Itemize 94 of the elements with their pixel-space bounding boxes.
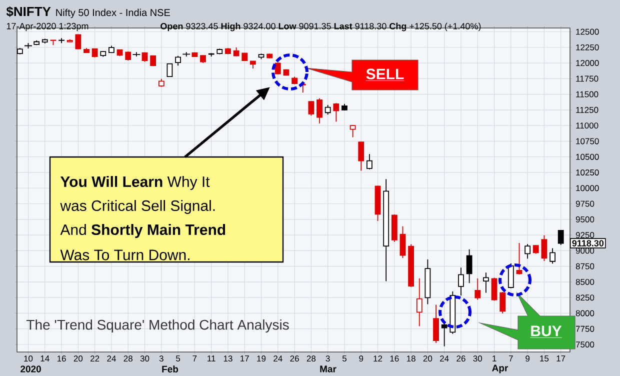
x-tick-label: 18 — [406, 356, 416, 362]
candlestick — [358, 141, 364, 172]
text: Apr — [492, 364, 508, 374]
x-tick-label: 12 — [374, 356, 382, 362]
candlestick — [466, 248, 472, 284]
x-tick-label: 20 — [74, 356, 83, 362]
text: Feb — [162, 366, 178, 372]
x-tick-label: 3 — [326, 356, 330, 362]
candlestick — [483, 272, 489, 294]
candlestick — [474, 278, 481, 300]
x-tick-label: 1 — [492, 356, 496, 362]
candlestick — [550, 248, 556, 264]
y-tick-label: 12250 — [576, 44, 599, 50]
x-tick-label: 11 — [208, 356, 216, 362]
candlestick — [308, 100, 314, 116]
text: 9118.30 — [572, 240, 604, 246]
candlestick — [491, 277, 498, 302]
x-tick-label: 5 — [342, 356, 346, 362]
candlestick — [516, 242, 522, 275]
candlestick — [433, 304, 439, 344]
y-tick-label: 8500 — [576, 278, 594, 285]
x-tick-label: 24 — [107, 356, 116, 362]
x-tick-label: 20 — [423, 356, 432, 362]
y-tick-label: 9500 — [576, 216, 594, 222]
annotation: Was To Turn Down. — [60, 250, 190, 260]
x-tick-label: 10 — [24, 356, 33, 362]
chart-title: $NIFTY — [6, 6, 51, 17]
candlestick — [524, 244, 531, 260]
candlestick — [416, 278, 422, 327]
y-tick-label: 9750 — [576, 200, 594, 207]
candlestick — [350, 124, 356, 138]
annotation: And Shortly Main Trend — [60, 224, 226, 238]
x-tick-label: 30 — [473, 356, 482, 362]
y-tick-label: 11500 — [576, 91, 598, 98]
x-tick-label: 24 — [440, 356, 449, 362]
x-tick-label: 22 — [90, 356, 100, 362]
text: Mar — [320, 366, 336, 372]
candlestick — [316, 98, 322, 124]
x-tick-label: 16 — [390, 356, 399, 362]
candlestick — [541, 234, 548, 262]
candlestick — [458, 267, 464, 296]
x-tick-label: 7 — [192, 356, 197, 362]
annotation: BUY — [531, 326, 562, 336]
y-tick-label: 7500 — [576, 341, 594, 348]
y-tick-label: 7750 — [576, 326, 594, 332]
y-tick-label: 9250 — [576, 232, 594, 238]
y-tick-label: 10500 — [576, 154, 599, 160]
candlestick — [558, 230, 564, 246]
candlestick — [441, 323, 448, 347]
x-tick-label: 9 — [526, 356, 530, 362]
x-tick-label: 24 — [274, 356, 282, 362]
x-tick-label: 30 — [140, 356, 150, 362]
text: Open 9323.45 High 9324.00 Low 9091.35 Last 9118.30 Chg +125.50 (+1.40%) — [160, 22, 481, 32]
x-tick-label: 19 — [257, 356, 266, 362]
annotation: SELL — [366, 68, 404, 80]
x-tick-label: 26 — [290, 356, 299, 362]
y-tick-label: 8250 — [576, 294, 594, 301]
x-tick-label: 14 — [40, 356, 50, 362]
x-tick-label: 13 — [224, 356, 232, 362]
annotation: You Will Learn Why It — [60, 176, 210, 190]
y-tick-label: 10250 — [576, 169, 599, 176]
x-tick-label: 3 — [159, 356, 164, 362]
candlestick — [333, 102, 340, 122]
y-tick-label: 10000 — [576, 185, 599, 192]
x-tick-label: 7 — [508, 356, 513, 362]
x-tick-label: 28 — [306, 356, 316, 362]
x-tick-label: 16 — [57, 356, 66, 362]
y-tick-label: 12500 — [576, 28, 599, 35]
x-tick-label: 15 — [540, 356, 549, 362]
x-tick-label: 9 — [359, 356, 364, 362]
y-tick-label: 10750 — [576, 138, 599, 144]
y-tick-label: 12000 — [576, 60, 599, 66]
y-tick-label: 11000 — [576, 122, 598, 129]
x-tick-label: 17 — [556, 356, 566, 362]
candlestick — [175, 55, 181, 66]
y-tick-label: 11750 — [576, 76, 598, 82]
x-tick-label: 28 — [124, 356, 132, 362]
annotation: 17-Apr-2020 1:23pm — [6, 22, 88, 32]
candlestick — [400, 226, 406, 258]
y-tick-label: 8750 — [576, 263, 594, 270]
candlestick — [366, 154, 372, 170]
candlestick — [500, 292, 506, 314]
y-tick-label: 8000 — [576, 310, 594, 316]
candlestick — [75, 34, 82, 50]
text: 2020 — [20, 366, 41, 372]
x-tick-label: 17 — [240, 356, 249, 362]
chart-subtitle: Nifty 50 Index - India NSE — [56, 8, 170, 18]
x-tick-label: 26 — [456, 356, 466, 362]
candlestick — [324, 104, 331, 116]
annotation: The 'Trend Square' Method Chart Analysis — [26, 319, 289, 333]
candlestick — [166, 63, 173, 77]
y-tick-label: 11250 — [576, 106, 598, 113]
annotation: was Critical Sell Signal. — [60, 200, 215, 214]
x-tick-label: 5 — [176, 356, 180, 362]
